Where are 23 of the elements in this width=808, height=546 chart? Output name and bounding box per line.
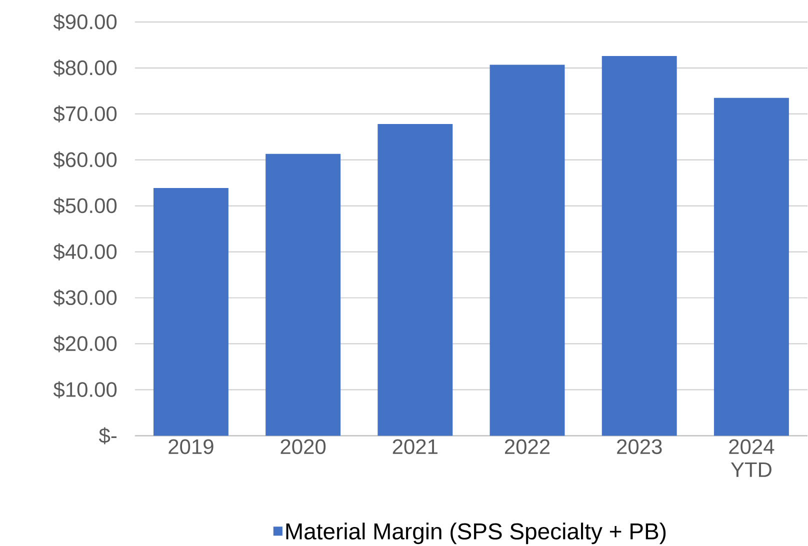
bar xyxy=(266,154,341,436)
y-tick-label: $50.00 xyxy=(53,198,117,215)
bar xyxy=(378,124,453,436)
y-tick-label: $90.00 xyxy=(53,14,117,31)
x-tick-label: 2022 xyxy=(504,439,550,454)
bar xyxy=(153,188,228,436)
y-tick-label: $20.00 xyxy=(53,335,117,352)
y-tick-label: $- xyxy=(98,427,116,444)
x-tick-label: 2021 xyxy=(392,439,438,454)
x-tick-label: 2024 YTD xyxy=(729,439,774,478)
bar xyxy=(714,98,789,436)
x-tick-label: 2019 xyxy=(168,439,214,454)
x-tick-label: 2020 xyxy=(280,439,326,454)
y-tick-label: $70.00 xyxy=(53,106,117,123)
x-tick-label: 2023 xyxy=(617,439,662,454)
y-tick-label: $40.00 xyxy=(53,244,117,261)
y-tick-label: $80.00 xyxy=(53,60,117,77)
legend-label: Material Margin (SPS Specialty + PB) xyxy=(286,522,666,544)
y-tick-label: $60.00 xyxy=(53,152,117,169)
y-tick-label: $10.00 xyxy=(53,381,117,398)
bar xyxy=(602,56,677,436)
y-tick-label: $30.00 xyxy=(53,289,117,306)
bar xyxy=(490,64,565,436)
